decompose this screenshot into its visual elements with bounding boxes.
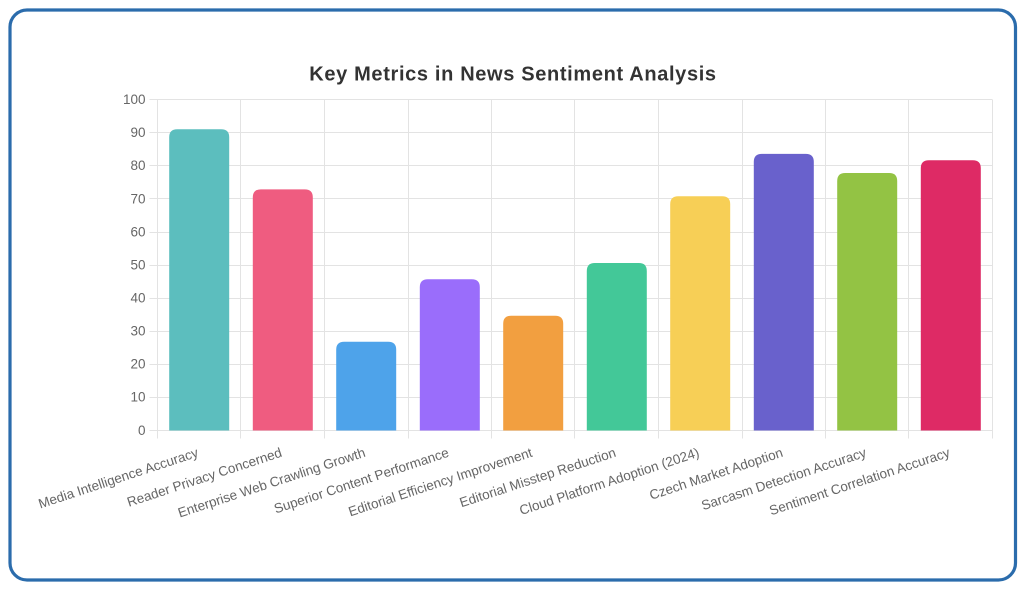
svg-text:20: 20 <box>130 357 145 372</box>
svg-text:10: 10 <box>130 390 145 405</box>
svg-text:70: 70 <box>130 191 145 206</box>
svg-text:Key Metrics in News Sentiment: Key Metrics in News Sentiment Analysis <box>309 64 716 86</box>
svg-text:100: 100 <box>123 92 146 107</box>
svg-text:50: 50 <box>130 257 145 272</box>
svg-text:90: 90 <box>130 125 145 140</box>
svg-text:40: 40 <box>130 291 145 306</box>
svg-text:60: 60 <box>130 224 145 239</box>
svg-text:30: 30 <box>130 324 145 339</box>
svg-text:0: 0 <box>138 423 146 438</box>
svg-text:80: 80 <box>130 158 145 173</box>
